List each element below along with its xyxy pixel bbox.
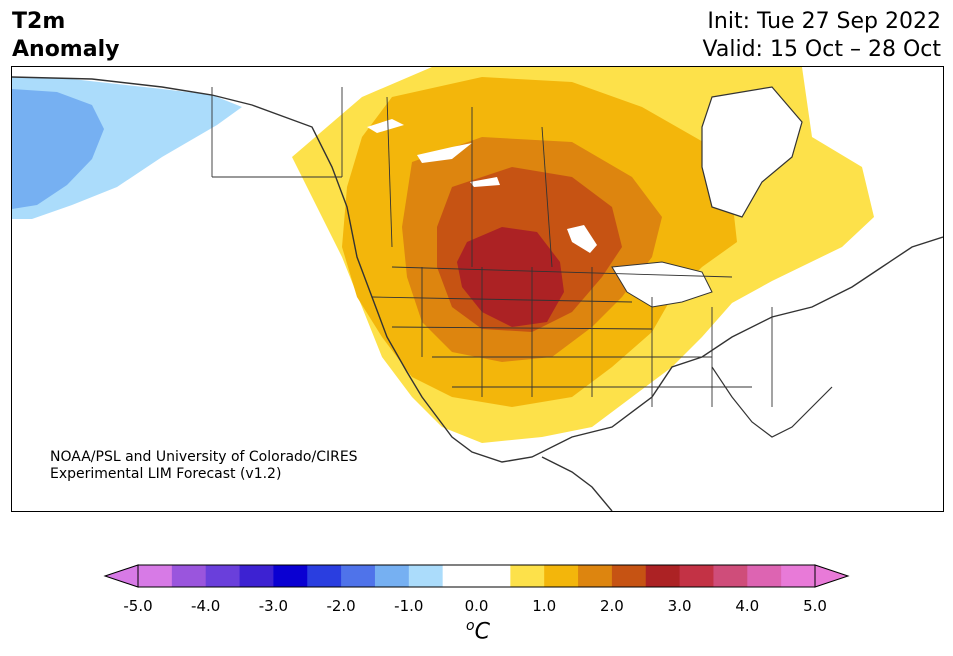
- map-canvas: [12, 67, 943, 511]
- colorbar-cell: [713, 565, 748, 587]
- borders: [211, 87, 773, 407]
- anomaly-map: NOAA/PSL and University of Colorado/CIRE…: [11, 66, 944, 512]
- coastline: [541, 456, 613, 511]
- credit-text: NOAA/PSL and University of Colorado/CIRE…: [50, 449, 358, 483]
- colorbar-tick-label: 0.0: [464, 597, 489, 615]
- colorbar-cell: [205, 565, 241, 587]
- colorbar-under-arrow: [103, 564, 139, 588]
- colorbar-tick-label: 1.0: [532, 597, 557, 615]
- warm-zone-5: [457, 227, 564, 327]
- colorbar-cell: [341, 565, 376, 587]
- colorbar-frame: [137, 564, 816, 588]
- colorbar-cell: [476, 565, 511, 587]
- lake-shape: [417, 143, 472, 163]
- colorbar-cell: [273, 565, 308, 587]
- coastline: [12, 76, 943, 463]
- credit-line-1: NOAA/PSL and University of Colorado/CIRE…: [50, 449, 358, 465]
- credit-line-2: Experimental LIM Forecast (v1.2): [50, 466, 282, 482]
- colorbar-cell: [611, 565, 647, 587]
- hudson-bay: [701, 86, 803, 218]
- title-line-1: T2m: [12, 9, 66, 34]
- great-lakes: [611, 261, 713, 308]
- colorbar-cell: [679, 565, 714, 587]
- colorbar-tick-label: -5.0: [123, 597, 153, 615]
- colorbar-cell: [510, 565, 545, 587]
- init-date: Init: Tue 27 Sep 2022: [707, 9, 941, 34]
- alaska-cold-core: [12, 89, 104, 209]
- title-line-2: Anomaly: [12, 37, 120, 62]
- colorbar-cell: [138, 565, 173, 587]
- colorbar-cell: [307, 565, 342, 587]
- colorbar-cell: [645, 565, 681, 587]
- colorbar-cell: [781, 565, 816, 587]
- map-title: T2m Anomaly: [12, 8, 119, 64]
- lake-shape: [367, 119, 404, 133]
- colorbar-cell: [442, 565, 477, 587]
- lake-shape: [567, 225, 597, 253]
- date-info: Init: Tue 27 Sep 2022 Valid: 15 Oct – 28…: [703, 8, 941, 64]
- colorbar-svg: [103, 564, 850, 588]
- colorbar-tick-label: 3.0: [667, 597, 692, 615]
- colorbar-tick-label: 5.0: [803, 597, 827, 615]
- colorbar-cell: [408, 565, 444, 587]
- colorbar-unit: oC: [466, 618, 490, 645]
- colorbar-cell: [374, 565, 410, 587]
- colorbar-tick-label: -2.0: [326, 597, 356, 615]
- valid-dates: Valid: 15 Oct – 28 Oct: [702, 37, 941, 62]
- colorbar-tick-label: 4.0: [735, 597, 760, 615]
- colorbar-tick-label: -4.0: [191, 597, 221, 615]
- colorbar-cell: [544, 565, 579, 587]
- colorbar-tick-label: -3.0: [258, 597, 289, 615]
- colorbar-over-arrow: [814, 564, 850, 588]
- colorbar-cell: [578, 565, 613, 587]
- colorbar-cell: [239, 565, 274, 587]
- colorbar-cell: [171, 565, 207, 587]
- colorbar-tick-label: 2.0: [599, 597, 624, 615]
- coastline: [711, 366, 833, 438]
- colorbar: [0, 560, 953, 656]
- colorbar-cell: [747, 565, 782, 587]
- colorbar-tick-label: -1.0: [394, 597, 424, 615]
- lake-shape: [470, 177, 500, 187]
